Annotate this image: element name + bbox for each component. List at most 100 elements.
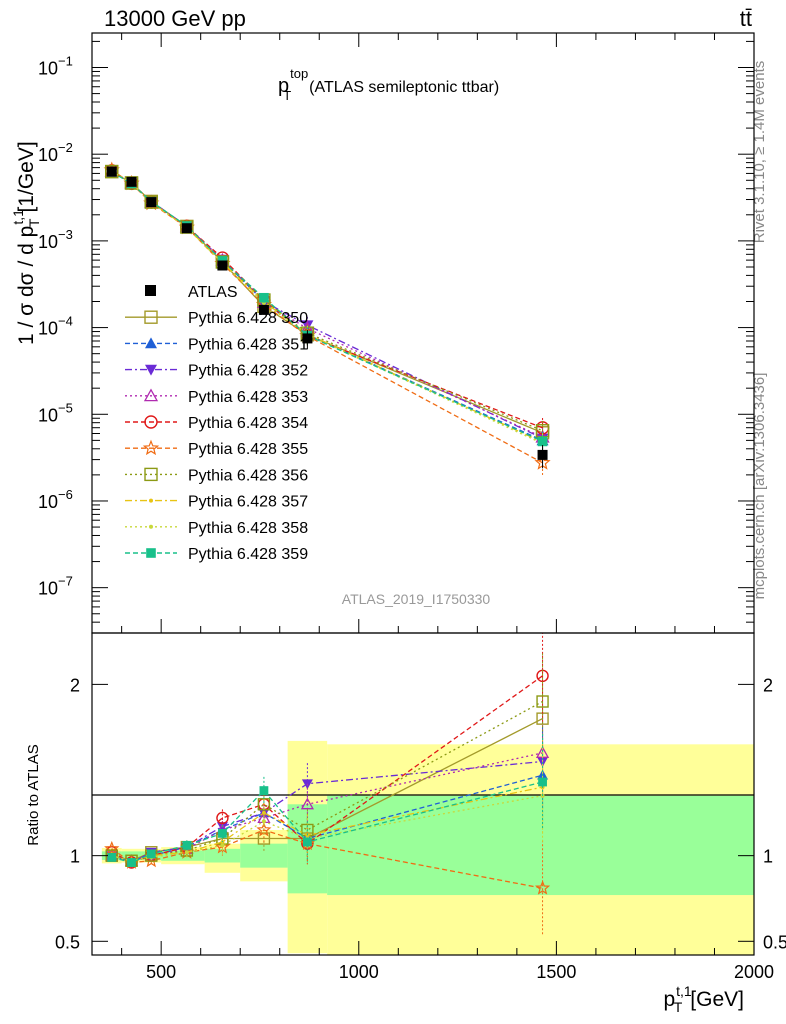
atlas-point	[217, 260, 228, 271]
legend-label: Pythia 6.428 354	[188, 415, 308, 432]
mc-series	[105, 165, 549, 454]
atlas-point	[258, 304, 269, 315]
ratio-point	[216, 811, 229, 825]
y-tick-label: 10−3	[38, 227, 73, 252]
y-tick-label: 10−6	[38, 487, 73, 512]
ratio-point	[220, 843, 225, 848]
ratio-series-line	[111, 700, 543, 862]
x-tick-label: 1500	[536, 962, 576, 982]
ratio-point	[259, 786, 269, 795]
collision-label: 13000 GeV pp	[104, 6, 246, 31]
mc-series-line	[111, 171, 543, 434]
ratio-point	[534, 880, 551, 895]
x-tick-label: 2000	[734, 962, 774, 982]
legend-atlas-label: ATLAS	[188, 284, 238, 301]
legend-marker	[146, 548, 156, 558]
ratio-point	[182, 840, 192, 850]
mc-series-line	[111, 170, 543, 429]
mc-point	[537, 436, 548, 447]
mc-series-line	[111, 171, 543, 438]
atlas-point	[181, 223, 192, 234]
ratio-point	[127, 858, 136, 867]
ratio-plot-frame	[91, 632, 755, 956]
ratio-point	[536, 695, 549, 708]
legend: ATLAS Pythia 6.428 350 Pythia 6.428 351 Pyt…	[125, 284, 308, 563]
mc-series-line	[111, 171, 543, 441]
mc-series-line	[111, 171, 543, 432]
rivet-version-label: Rivet 3.1.10, ≥ 1.4M events	[751, 61, 768, 244]
stat-uncertainty-band	[327, 795, 754, 896]
ratio-point	[261, 819, 266, 824]
atlas-point	[126, 176, 137, 187]
atlas-data	[106, 166, 548, 469]
main-plot-frame	[91, 32, 755, 634]
atlas-point	[106, 166, 117, 177]
process-label: tt̄	[740, 6, 752, 31]
y-axis-label: 1 / σ dσ / d pt,1T[1/GeV]	[10, 141, 42, 345]
ratio-y-tick-label: 1	[70, 847, 80, 867]
stat-uncertainty-band	[240, 843, 288, 868]
atlas-point	[146, 197, 157, 208]
mc-series-line	[111, 171, 543, 442]
ratio-point	[184, 850, 189, 855]
mc-point	[144, 195, 158, 209]
legend-marker	[144, 467, 158, 482]
y-tick-label: 10−5	[38, 400, 73, 425]
legend-marker	[145, 364, 157, 376]
ratio-point	[218, 828, 227, 838]
legend-label: Pythia 6.428 352	[188, 363, 308, 380]
mc-series	[106, 167, 548, 455]
mc-series	[105, 164, 550, 442]
legend-marker	[144, 415, 158, 429]
ratio-point	[104, 840, 120, 856]
legend-label: Pythia 6.428 355	[188, 441, 308, 458]
ratio-series-line	[111, 786, 543, 862]
mc-series-line	[111, 171, 543, 439]
analysis-watermark: ATLAS_2019_I1750330	[342, 591, 491, 607]
mc-series-line	[111, 171, 543, 445]
atlas-point	[302, 333, 313, 344]
x-axis-label: pt,1 T [GeV]	[663, 983, 744, 1015]
legend-marker	[149, 498, 153, 503]
ratio-point	[302, 837, 312, 847]
mc-series	[109, 169, 545, 458]
x-tick-label: 1000	[339, 962, 379, 982]
mc-point	[105, 164, 119, 179]
legend-marker	[149, 524, 153, 529]
ratio-y-tick-label: 2	[70, 675, 80, 695]
mcplots-label: mcplots.cern.ch [arXiv:1306.3436]	[751, 373, 768, 600]
legend-label: Pythia 6.428 358	[188, 520, 308, 537]
ratio-y-tick-label: 0.5	[55, 932, 80, 952]
mc-series-line	[111, 171, 543, 443]
ratio-y-tick-label-right: 2	[763, 675, 773, 695]
legend-label: Pythia 6.428 359	[188, 546, 308, 563]
ratio-plot-panel: 0.5 0.5 1 1 2 2 500 1000 1500 2000 Ratio to ATLAS…	[25, 632, 786, 1015]
y-tick-label: 10−1	[38, 53, 73, 78]
legend-label: Pythia 6.428 353	[188, 389, 308, 406]
y-tick-label: 10−4	[38, 314, 73, 339]
legend-label: Pythia 6.428 356	[188, 467, 308, 484]
ratio-point	[300, 797, 315, 810]
atlas-point	[537, 449, 548, 460]
ratio-y-axis-label: Ratio to ATLAS	[25, 744, 42, 845]
main-plot-panel: 10−1 10−2 10−3 10−4 10−5 10−6 10−7 ptop T (ATLAS…	[10, 32, 755, 634]
legend-label: Pythia 6.428 357	[188, 494, 308, 511]
ratio-series	[107, 734, 547, 867]
legend-atlas-marker	[145, 285, 156, 296]
ratio-series-line	[111, 781, 543, 864]
legend-label: Pythia 6.428 350	[188, 310, 308, 327]
y-tick-label: 10−7	[38, 574, 73, 599]
x-tick-label: 500	[146, 962, 176, 982]
legend-label: Pythia 6.428 351	[188, 336, 308, 353]
mc-series	[105, 164, 550, 445]
ratio-point	[146, 849, 156, 859]
legend-marker	[142, 439, 160, 456]
legend-marker	[143, 388, 159, 402]
ratio-point	[107, 852, 117, 862]
y-tick-label: 10−2	[38, 140, 73, 165]
mc-series-line	[111, 169, 543, 464]
ratio-y-tick-label-right: 1	[763, 847, 773, 867]
ratio-point	[538, 777, 547, 787]
legend-marker	[145, 337, 157, 349]
